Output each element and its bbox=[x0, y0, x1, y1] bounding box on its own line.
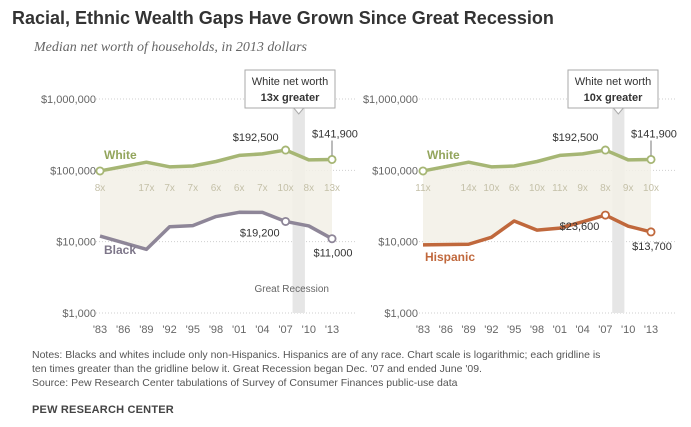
panel1-series-label-white: White bbox=[104, 148, 137, 162]
panel2-ratio-label: 6x bbox=[509, 183, 520, 194]
panel1-x-tick-label: '89 bbox=[139, 324, 153, 336]
panel1-series-label-black: Black bbox=[104, 243, 136, 257]
chart-subtitle: Median net worth of households, in 2013 … bbox=[34, 40, 307, 55]
panel1-ratio-label: 17x bbox=[138, 183, 154, 194]
panel1-callout-pointer bbox=[292, 107, 305, 115]
panel2-ratio-label: 8x bbox=[600, 183, 611, 194]
panel1-x-tick-label: '83 bbox=[93, 324, 107, 336]
panel2-line-hispanic bbox=[422, 213, 652, 247]
panel1-y-tick-label: $1,000,000 bbox=[41, 94, 96, 106]
panel1-recession-label: Great Recession bbox=[255, 284, 329, 295]
notes-line-2: ten times greater than the gridline belo… bbox=[32, 363, 482, 375]
panel2-ratio-label: 14x bbox=[461, 183, 477, 194]
panel1-value-black-2007: $19,200 bbox=[240, 227, 280, 239]
panel1-x-tick-label: '13 bbox=[325, 324, 339, 336]
panel2-ratio-label: 9x bbox=[577, 183, 588, 194]
panel2-ratio-label: 9x bbox=[623, 183, 634, 194]
panel1-x-tick-label: '95 bbox=[186, 324, 200, 336]
panel1-line-black bbox=[99, 210, 333, 252]
panel1-ratio-label: 8x bbox=[304, 183, 315, 194]
panel2-point-white bbox=[646, 154, 656, 164]
panel2-callout-pointer bbox=[612, 107, 625, 115]
panel1-value-white-2013: $141,900 bbox=[312, 128, 358, 140]
panel1-point-black bbox=[281, 216, 291, 226]
chart-title: Racial, Ethnic Wealth Gaps Have Grown Si… bbox=[12, 8, 554, 28]
panel1-x-tick-label: '01 bbox=[232, 324, 246, 336]
panel1-ratio-label: 13x bbox=[324, 183, 340, 194]
panel2-ratio-label: 10x bbox=[529, 183, 545, 194]
panel2-y-tick-label: $1,000 bbox=[384, 308, 418, 320]
source-line: Source: Pew Research Center tabulations … bbox=[32, 377, 458, 389]
panel2-series-label-hispanic: Hispanic bbox=[425, 250, 475, 264]
panel2-value-hispanic-2007: $23,600 bbox=[560, 221, 600, 233]
panel1-ratio-label: 7x bbox=[257, 183, 268, 194]
panel2-point-hispanic bbox=[600, 210, 610, 220]
panel1-point-black bbox=[327, 234, 337, 244]
panel1-ratio-label: 6x bbox=[234, 183, 245, 194]
panel1-x-tick-label: '92 bbox=[162, 324, 176, 336]
panel2-x-tick-label: '89 bbox=[461, 324, 475, 336]
panel1-value-white-2007: $192,500 bbox=[233, 132, 279, 144]
panel2-x-tick-label: '92 bbox=[484, 324, 498, 336]
panel2-x-tick-label: '13 bbox=[644, 324, 658, 336]
panel2-x-tick-label: '07 bbox=[598, 324, 612, 336]
panel1-callout-line-1: White net worth bbox=[252, 76, 328, 88]
panel1-ratio-label: 10x bbox=[278, 183, 294, 194]
panel1-x-tick-label: '98 bbox=[209, 324, 223, 336]
panel1-x-tick-label: '86 bbox=[116, 324, 130, 336]
panel2-callout-box bbox=[567, 69, 659, 109]
panel2-ratio-label: 11x bbox=[552, 183, 567, 194]
panel2-series-label-white: White bbox=[427, 148, 460, 162]
panel2-x-tick-label: '98 bbox=[530, 324, 544, 336]
panel2-gap-band bbox=[423, 150, 651, 245]
panel2-point-white bbox=[600, 145, 610, 155]
panel1-point-white bbox=[95, 166, 105, 176]
panel2-x-tick-label: '95 bbox=[507, 324, 521, 336]
notes: Notes: Blacks and whites include only no… bbox=[32, 348, 682, 390]
panel2-callout-line-1: White net worth bbox=[575, 76, 651, 88]
notes-line-1: Notes: Blacks and whites include only no… bbox=[32, 349, 601, 361]
panel1-y-tick-label: $100,000 bbox=[50, 165, 96, 177]
panel2-y-tick-label: $1,000,000 bbox=[363, 94, 418, 106]
panel2-value-white-2007: $192,500 bbox=[553, 132, 599, 144]
panel2-y-tick-label: $10,000 bbox=[378, 237, 418, 249]
panel2-point-hispanic bbox=[646, 227, 656, 237]
panel2-x-tick-label: '83 bbox=[416, 324, 430, 336]
panel2-ratio-label: 11x bbox=[415, 183, 430, 194]
panel1-ratio-label: 8x bbox=[95, 183, 106, 194]
panel1-gap-band bbox=[100, 150, 332, 250]
panel1-ratio-label: 7x bbox=[188, 183, 199, 194]
panel1-callout-line-2: 13x greater bbox=[261, 92, 320, 104]
panel2-x-tick-label: '01 bbox=[553, 324, 567, 336]
panel2-y-tick-label: $100,000 bbox=[372, 165, 418, 177]
panel2-ratio-label: 10x bbox=[483, 183, 499, 194]
panel1-value-black-2013: $11,000 bbox=[314, 248, 353, 260]
panel2-x-tick-label: '10 bbox=[621, 324, 635, 336]
panel1-line-white bbox=[99, 148, 333, 173]
panel2-value-hispanic-2013: $13,700 bbox=[632, 241, 672, 253]
panel2-point-white bbox=[418, 166, 428, 176]
panel2-callout-line-2: 10x greater bbox=[584, 92, 643, 104]
panel1-callout-box bbox=[244, 69, 336, 109]
panel1-y-tick-label: $10,000 bbox=[56, 237, 96, 249]
panel2-x-tick-label: '86 bbox=[439, 324, 453, 336]
panel1-ratio-label: 7x bbox=[164, 183, 175, 194]
panel1-x-tick-label: '07 bbox=[278, 324, 292, 336]
panel1-x-tick-label: '04 bbox=[255, 324, 269, 336]
panel2-ratio-label: 10x bbox=[643, 183, 659, 194]
panel1-y-tick-label: $1,000 bbox=[62, 308, 96, 320]
panel2-x-tick-label: '04 bbox=[575, 324, 589, 336]
panel2-value-white-2013: $141,900 bbox=[631, 128, 677, 140]
chart-canvas: $1,000,000 $100,000 $10,000 $1,000 8x 17x 7x 7x… bbox=[41, 69, 677, 336]
panel1-x-tick-label: '10 bbox=[302, 324, 316, 336]
footer-brand: PEW RESEARCH CENTER bbox=[32, 404, 174, 416]
panel1-point-white bbox=[327, 154, 337, 164]
panel1-point-white bbox=[281, 145, 291, 155]
panel2-line-white bbox=[422, 148, 652, 173]
panel1-ratio-label: 6x bbox=[211, 183, 222, 194]
